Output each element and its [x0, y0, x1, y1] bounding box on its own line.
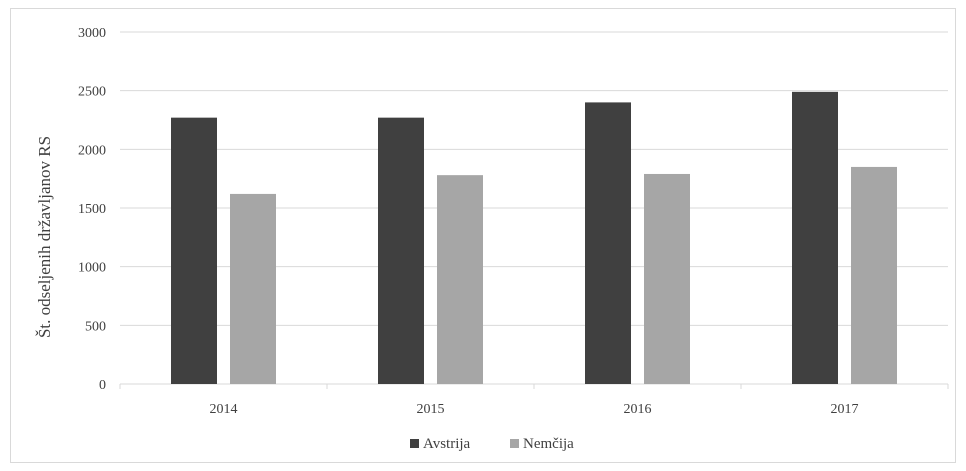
bar-nem-ija-2017	[851, 166, 897, 384]
legend: Avstrija Nemčija	[410, 436, 574, 452]
x-tick-label: 2017	[831, 402, 859, 417]
y-tick-label: 2000	[78, 143, 106, 158]
x-tick-label: 2016	[624, 402, 652, 417]
legend-swatch	[410, 439, 419, 448]
x-tick-label: 2014	[210, 402, 238, 417]
y-tick-label: 500	[85, 319, 106, 334]
bar-nem-ija-2014	[230, 193, 276, 384]
y-axis-ticks: 0 500 1000 1500 2000 2500 3000	[78, 26, 106, 393]
bar-nem-ija-2015	[437, 175, 483, 384]
bar-avstrija-2016	[585, 102, 631, 385]
y-tick-label: 1500	[78, 202, 106, 217]
y-tick-label: 3000	[78, 26, 106, 41]
bar-nem-ija-2016	[644, 173, 690, 384]
bars	[171, 91, 897, 385]
bar-avstrija-2015	[378, 117, 424, 385]
y-tick-label: 2500	[78, 85, 106, 100]
x-axis-ticks: 2014 2015 2016 2017	[119, 384, 949, 417]
x-tick-label: 2015	[417, 402, 445, 417]
legend-label: Avstrija	[423, 436, 471, 452]
y-axis-title: Št. odseljenih državljanov RS	[35, 136, 54, 338]
legend-label: Nemčija	[523, 436, 574, 452]
bar-avstrija-2017	[792, 91, 838, 384]
y-tick-label: 0	[99, 378, 106, 393]
y-tick-label: 1000	[78, 261, 106, 276]
bar-avstrija-2014	[171, 117, 217, 385]
legend-swatch	[510, 439, 519, 448]
